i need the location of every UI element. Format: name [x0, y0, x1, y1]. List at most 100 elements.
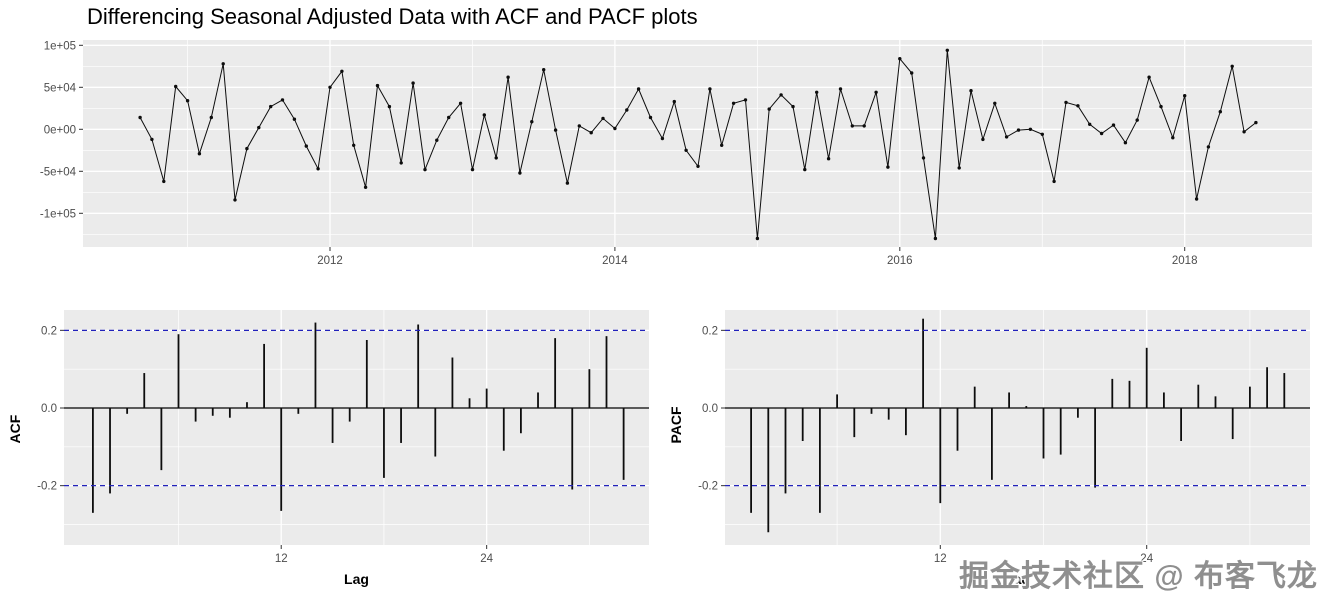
time-series-point [209, 115, 213, 120]
time-series-point [589, 131, 593, 135]
time-series-point [470, 167, 475, 172]
pacf-y-tick-label: 0.0 [702, 403, 718, 415]
time-series-point [221, 62, 225, 66]
time-series-point [826, 157, 831, 161]
time-series-point [743, 98, 748, 102]
time-series-point [886, 165, 890, 169]
time-series-point [577, 124, 581, 128]
time-series-point [1194, 197, 1199, 201]
time-series-point [352, 143, 356, 147]
time-series-point [482, 113, 486, 117]
time-series-point [945, 48, 949, 52]
acf-x-tick-label: 24 [480, 553, 493, 565]
time-series-point [921, 156, 926, 160]
y-tick-label: -1e+05 [40, 208, 76, 220]
time-series-point [1016, 128, 1021, 132]
time-series-point [648, 115, 653, 120]
time-series-point [387, 104, 392, 109]
time-series-point [1088, 122, 1092, 127]
acf-panel-bg [64, 310, 649, 545]
pacf-xlabel: Lag [1005, 571, 1030, 587]
time-series-point [1052, 179, 1056, 184]
time-series-point [1028, 127, 1033, 131]
time-series-point [1004, 135, 1009, 139]
time-series-point [613, 126, 617, 131]
acf-x-tick-label: 12 [275, 553, 288, 565]
time-series-point [1230, 64, 1234, 69]
time-series-point [257, 125, 261, 130]
acf-ylabel: ACF [7, 414, 23, 443]
time-series-point [803, 167, 807, 172]
time-series-point [791, 104, 795, 109]
time-series-point [636, 87, 641, 91]
time-series-point [1242, 130, 1246, 134]
time-series-point [625, 108, 629, 112]
time-series-point [399, 161, 403, 165]
time-series-point [316, 167, 320, 171]
time-series-point [779, 93, 783, 97]
plot-title: Differencing Seasonal Adjusted Data with… [87, 4, 698, 29]
time-series-point [755, 236, 760, 241]
time-series-point [1076, 104, 1080, 108]
time-series-point [340, 69, 344, 74]
time-series-point [518, 171, 522, 175]
acf-y-tick-label: 0.2 [41, 325, 57, 337]
time-series-point [292, 117, 297, 121]
timeseries-panel-bg [83, 40, 1312, 247]
time-series-point [731, 101, 736, 106]
time-series-point [174, 84, 178, 89]
y-tick-label: 5e+04 [44, 82, 77, 94]
time-series-point [1206, 145, 1211, 149]
time-series-point [494, 156, 498, 160]
time-series-point [1111, 123, 1116, 127]
time-series-point [684, 148, 688, 152]
time-series-point [1040, 132, 1045, 136]
time-series-point [530, 120, 534, 124]
time-series-point [874, 90, 878, 95]
time-series-point [601, 116, 605, 121]
time-series-point [969, 89, 973, 93]
time-series-point [197, 152, 202, 156]
time-series-point [957, 166, 961, 170]
x-tick-label: 2012 [317, 255, 343, 267]
time-series-point [1183, 94, 1187, 98]
pacf-y-tick-label: -0.2 [698, 481, 718, 493]
time-series-point [506, 75, 510, 79]
time-series-point [1171, 136, 1175, 140]
time-series-point [1099, 131, 1104, 136]
pacf-panel-bg [725, 310, 1310, 545]
time-series-point [328, 85, 332, 90]
acf-y-tick-label: -0.2 [37, 481, 57, 493]
x-tick-label: 2016 [887, 255, 913, 267]
time-series-point [245, 146, 249, 151]
time-series-point [138, 115, 142, 120]
x-tick-label: 2014 [602, 255, 628, 267]
watermark-text: 掘金技术社区 @ 布客飞龙 [959, 560, 1318, 593]
time-series-point [423, 167, 427, 172]
time-series-point [696, 164, 700, 168]
time-series-point [660, 136, 665, 141]
time-series-point [411, 81, 415, 85]
time-series-point [1147, 75, 1151, 79]
time-series-point [1123, 141, 1128, 145]
time-series-point [1254, 120, 1258, 125]
time-series-point [1064, 100, 1068, 105]
pacf-y-tick-label: 0.2 [702, 325, 718, 337]
time-series-point [933, 236, 938, 241]
time-series-point [233, 198, 237, 202]
x-tick-label: 2018 [1172, 255, 1198, 267]
time-series-point [435, 138, 439, 142]
time-series-point [447, 115, 451, 120]
time-series-point [815, 90, 819, 95]
time-series-point [767, 107, 771, 111]
y-tick-label: 1e+05 [44, 40, 76, 52]
time-series-point [862, 124, 866, 128]
time-series-point [542, 68, 546, 72]
pacf-x-tick-label: 12 [934, 553, 947, 565]
time-series-point [993, 101, 997, 106]
time-series-point [185, 99, 190, 103]
time-series-point [1135, 118, 1139, 122]
y-tick-label: 0e+00 [44, 124, 76, 136]
time-series-point [981, 137, 985, 142]
